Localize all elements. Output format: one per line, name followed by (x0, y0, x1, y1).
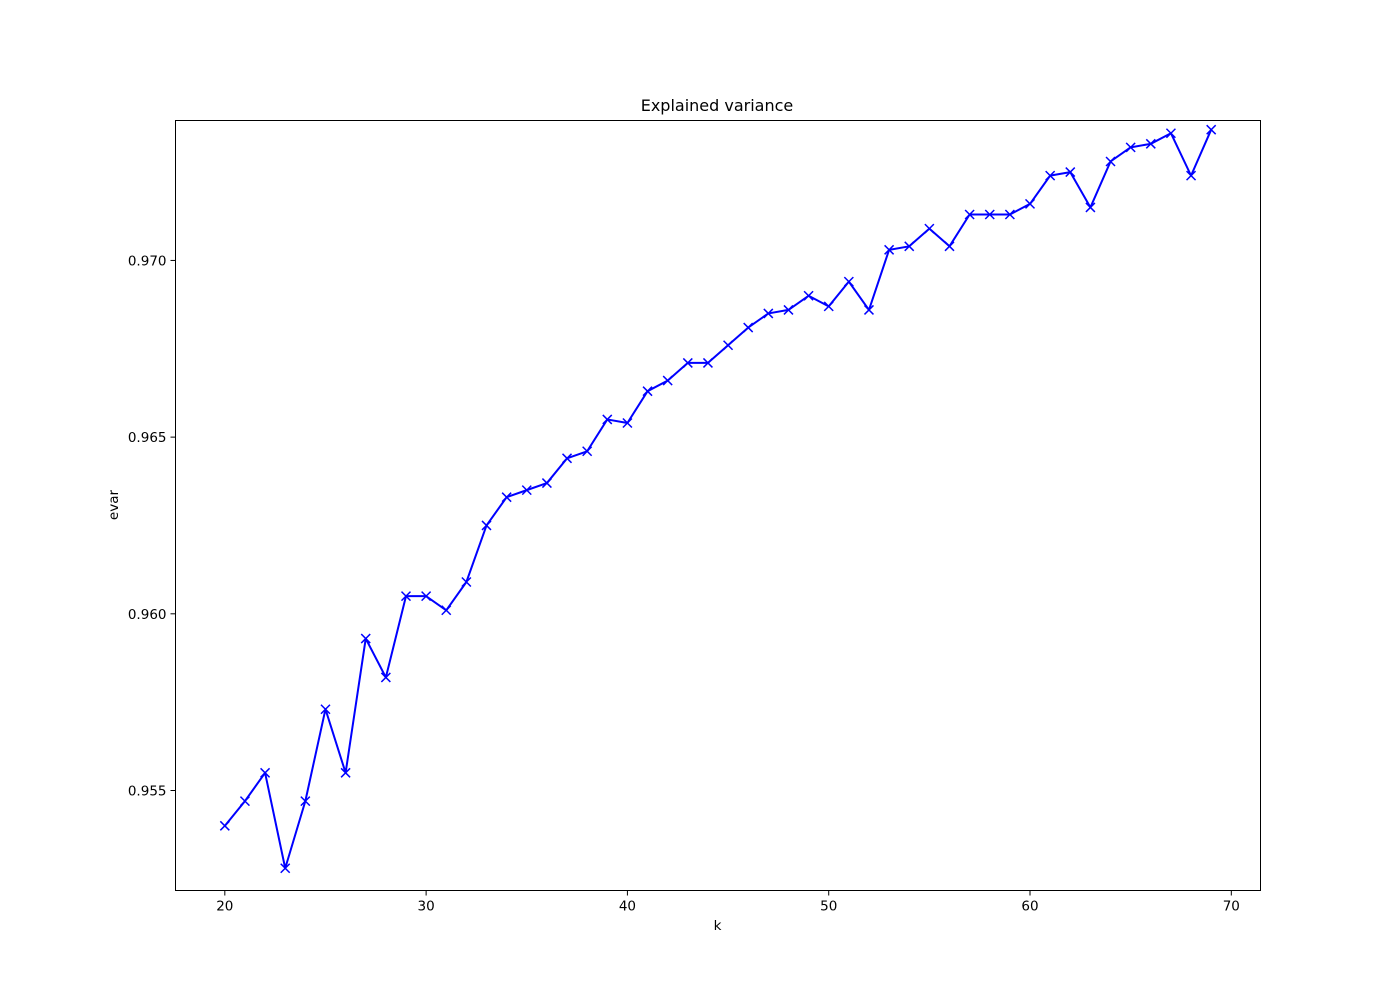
y-tick-label: 0.970 (128, 253, 167, 269)
data-point (561, 453, 573, 464)
data-point (924, 223, 935, 234)
plot-area (219, 124, 1217, 874)
y-axis: 0.955 0.960 0.965 0.970 (128, 253, 176, 799)
data-point (823, 301, 834, 312)
data-point (1105, 156, 1116, 167)
data-point (743, 322, 754, 333)
data-point (662, 375, 673, 386)
data-point (481, 520, 492, 531)
data-point (622, 417, 633, 429)
x-axis: 20 30 40 50 60 70 (216, 890, 1240, 915)
data-point (521, 485, 532, 496)
data-point (843, 276, 854, 287)
data-point (1125, 142, 1136, 153)
x-tick-label: 30 (418, 899, 435, 915)
axes-frame (175, 120, 1261, 891)
x-tick-label: 70 (1223, 899, 1240, 915)
data-point (300, 796, 311, 807)
data-point (280, 863, 291, 874)
data-point (1145, 138, 1156, 149)
data-point (723, 340, 734, 351)
data-point (702, 357, 713, 368)
data-point (1045, 170, 1056, 181)
data-point (421, 591, 432, 602)
y-tick-label: 0.955 (128, 783, 167, 799)
x-tick-label: 20 (216, 899, 233, 915)
data-point (1004, 209, 1015, 220)
data-point (1085, 202, 1096, 213)
data-point (582, 446, 593, 457)
data-point (219, 820, 230, 831)
data-point (360, 633, 371, 644)
data-point (239, 796, 250, 807)
data-point (884, 244, 895, 255)
data-point (642, 386, 653, 397)
data-point (602, 414, 613, 425)
data-point (320, 704, 331, 715)
data-point (340, 767, 351, 778)
y-tick-label: 0.965 (128, 430, 167, 446)
x-tick-label: 50 (820, 899, 837, 915)
data-point (461, 576, 472, 588)
data-point (501, 492, 512, 503)
data-point (260, 767, 271, 778)
data-point (863, 304, 875, 315)
data-point (1165, 128, 1176, 139)
data-point (541, 478, 552, 489)
chart-title: Explained variance (641, 96, 794, 115)
data-point (441, 605, 452, 616)
data-point (380, 672, 391, 683)
data-point (944, 241, 955, 252)
data-point (1206, 124, 1217, 135)
series-line (224, 129, 1213, 870)
y-axis-label: evar (106, 489, 122, 520)
data-point (1065, 167, 1076, 178)
x-axis-label: k (714, 918, 722, 934)
data-point (803, 290, 814, 301)
data-point (964, 209, 975, 220)
data-point (400, 591, 412, 602)
data-point (682, 357, 693, 368)
y-tick-label: 0.960 (128, 607, 167, 623)
x-tick-label: 40 (619, 899, 636, 915)
data-point (904, 241, 915, 252)
data-point (1024, 198, 1036, 209)
data-point (783, 304, 794, 315)
data-point (1186, 170, 1197, 181)
data-point (984, 209, 995, 220)
data-point (763, 308, 774, 319)
x-tick-label: 60 (1021, 899, 1038, 915)
